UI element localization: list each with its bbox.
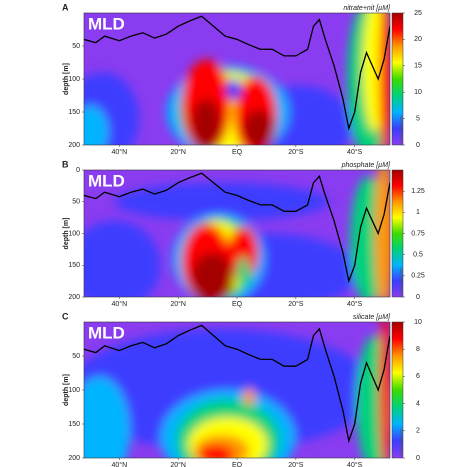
y-tick-label: 100 <box>68 76 80 83</box>
watermark: Ocean Data View <box>399 267 403 295</box>
y-axis-label: depth [m] <box>63 374 70 406</box>
watermark: Ocean Data View <box>399 115 403 143</box>
x-tick-label: 20°N <box>170 461 186 467</box>
y-tick-label: 50 <box>72 199 80 206</box>
field-shapes <box>84 13 390 145</box>
colorbar-tick-label: 1 <box>416 209 420 216</box>
x-tick-label: 20°N <box>170 148 186 156</box>
panel-title: silicate [µM] <box>353 314 391 321</box>
y-tick-label: 200 <box>68 142 80 149</box>
colorbar-tick-label: 0 <box>416 294 420 301</box>
field <box>84 13 390 145</box>
field-patch <box>114 182 329 221</box>
y-tick-label: 100 <box>68 387 80 394</box>
x-tick-label: 40°N <box>111 461 127 467</box>
field-patch <box>191 98 222 145</box>
field-patch <box>379 13 390 145</box>
x-tick-label: 40°N <box>111 148 127 156</box>
colorbar-tick-label: 15 <box>414 63 422 70</box>
mld-line <box>84 172 390 284</box>
panel-label: B <box>62 159 69 169</box>
x-tick-label: EQ <box>232 301 243 308</box>
x-tick-label: 20°S <box>288 148 304 156</box>
colorbar-tick-label: 20 <box>414 36 422 43</box>
panel-label: A <box>62 2 69 12</box>
field-patch <box>84 220 161 297</box>
colorbar-tick-label: 0.5 <box>413 252 423 259</box>
x-tick-label: 40°S <box>347 300 363 308</box>
colorbar-tick-label: 0 <box>416 142 420 149</box>
field-patch <box>379 322 390 458</box>
y-tick-label: 50 <box>72 43 80 50</box>
field-patch <box>197 444 234 458</box>
field-shapes <box>84 322 390 458</box>
x-tick-label: 20°S <box>288 461 304 467</box>
field-patch <box>243 109 274 145</box>
y-tick-label: 150 <box>68 421 80 428</box>
mld-label: MLD <box>88 14 125 33</box>
colorbar <box>391 12 404 146</box>
y-tick-label: 50 <box>72 353 80 360</box>
x-tick-label: 20°N <box>170 300 186 308</box>
mld-line <box>84 324 390 444</box>
y-tick-label: 100 <box>68 230 80 237</box>
x-tick-label: 40°N <box>111 300 127 308</box>
mld-line <box>84 15 390 131</box>
colorbar <box>391 321 404 459</box>
colorbar-tick-label: 10 <box>414 319 422 326</box>
mld-label: MLD <box>88 171 125 190</box>
colorbar-tick-label: 6 <box>416 373 420 380</box>
colorbar-tick-label: 25 <box>414 10 422 17</box>
colorbar-tick-label: 0.25 <box>411 273 425 280</box>
colorbar-tick-label: 0.75 <box>411 230 425 237</box>
y-tick-label: 200 <box>68 294 80 301</box>
field-patch <box>374 170 390 297</box>
x-tick-label: 40°S <box>347 148 363 156</box>
field-patch <box>226 79 242 101</box>
x-tick-label: EQ <box>232 149 243 156</box>
x-tick-label: EQ <box>232 462 243 467</box>
y-tick-label: 150 <box>68 262 80 269</box>
field-patch <box>237 256 250 287</box>
colorbar-tick-label: 10 <box>414 89 422 96</box>
field-patch <box>191 252 234 297</box>
panel-label: C <box>62 311 69 321</box>
colorbar-tick-label: 1.25 <box>411 188 425 195</box>
field <box>84 322 390 458</box>
x-tick-label: 20°S <box>288 300 304 308</box>
y-axis-label: depth [m] <box>63 63 70 95</box>
y-tick-label: 0 <box>76 167 80 174</box>
y-tick-label: 150 <box>68 109 80 116</box>
field-patch <box>84 376 130 458</box>
colorbar-tick-label: 0 <box>416 455 420 462</box>
panel-title: nitrate+nit [µM] <box>343 5 391 12</box>
colorbar-tick-label: 8 <box>416 346 420 353</box>
field-patch <box>243 388 256 405</box>
field-shapes <box>84 170 390 297</box>
field-patch <box>84 328 375 452</box>
y-tick-label: 200 <box>68 455 80 462</box>
field-patch <box>84 105 109 145</box>
panel-title: phosphate [µM] <box>341 162 391 169</box>
y-axis-label: depth [m] <box>63 218 70 250</box>
mld-label: MLD <box>88 323 125 342</box>
colorbar-tick-label: 5 <box>416 115 420 122</box>
colorbar-tick-label: 2 <box>416 428 420 435</box>
x-tick-label: 40°S <box>347 461 363 467</box>
field-patch <box>227 227 259 278</box>
colorbar-tick-label: 4 <box>416 400 420 407</box>
watermark: Ocean Data View <box>399 428 403 456</box>
